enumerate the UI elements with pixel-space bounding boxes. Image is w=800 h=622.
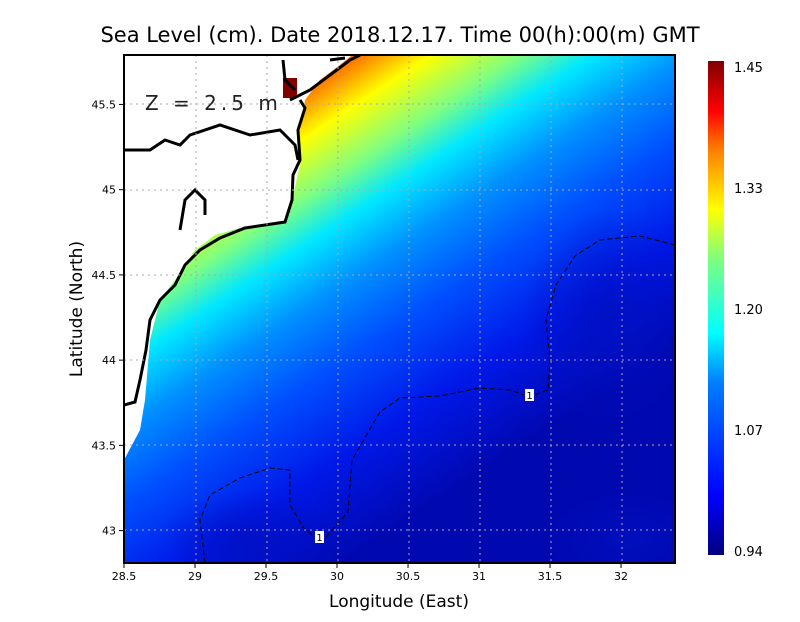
colorbar-label: 1.33 (734, 182, 763, 197)
low-anomaly (160, 490, 340, 563)
coastline (124, 55, 361, 407)
y-tick-label: 44.5 (92, 269, 117, 282)
contour-label-box (525, 389, 534, 401)
contour-1-c (534, 235, 675, 396)
y-tick-label: 43.5 (92, 439, 117, 452)
y-axis-label: Latitude (North) (67, 241, 87, 377)
x-tick-label: 28.5 (112, 570, 137, 583)
y-tick-label: 45 (102, 184, 116, 197)
land-mask (124, 55, 352, 460)
contour-label: 1 (526, 391, 532, 402)
colorbar-label: 1.20 (734, 303, 763, 318)
y-tick-label: 43 (102, 525, 116, 538)
contour-lines (199, 235, 675, 563)
low-anomaly (520, 210, 675, 430)
colorbar-label: 0.94 (734, 545, 763, 560)
x-tick-label: 32 (614, 570, 628, 583)
map-title: Sea Level (cm). Date 2018.12.17. Time 00… (100, 23, 699, 47)
y-tick-label: 44 (102, 354, 116, 367)
x-tick-label: 30 (330, 570, 344, 583)
colorbar-labels: 1.45 1.33 1.20 1.07 0.94 (734, 61, 763, 560)
contour-label: 1 (316, 533, 322, 544)
y-tick-label: 45.5 (92, 98, 117, 111)
x-tick-label: 29 (188, 570, 202, 583)
colorbar (708, 61, 724, 555)
colorbar-label: 1.45 (734, 61, 763, 76)
contour-label-box (315, 531, 324, 543)
grid-lines (124, 55, 675, 563)
x-tick-label: 31.5 (538, 570, 563, 583)
colorbar-label: 1.07 (734, 424, 763, 439)
plot-area: 1 1 Z = 2.5 m (124, 55, 675, 563)
contour-1-a (199, 467, 317, 563)
x-tick-label: 29.5 (254, 570, 279, 583)
low-anomaly (540, 490, 675, 563)
x-axis: 28.5 29 29.5 30 30.5 31 31.5 32 (112, 563, 628, 583)
x-axis-label: Longitude (East) (329, 592, 469, 612)
y-axis: 45.5 45 44.5 44 43.5 43 (92, 98, 124, 538)
depth-annotation: Z = 2.5 m (145, 91, 282, 115)
x-tick-label: 30.5 (396, 570, 421, 583)
plot-frame (123, 54, 676, 564)
x-tick-label: 31 (472, 570, 486, 583)
contour-1-b (325, 387, 525, 538)
